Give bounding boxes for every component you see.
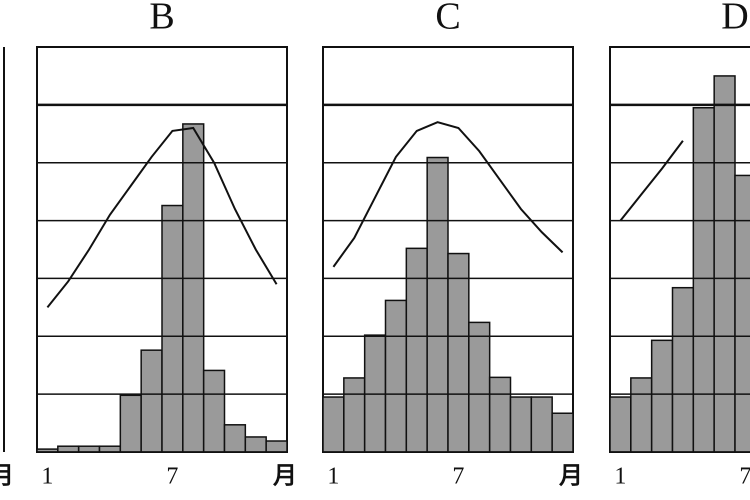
x-tick-label: 1 [614,464,626,490]
precip-bar [57,445,80,453]
precip-bar [322,396,345,453]
precip-bar [713,75,736,453]
precip-bar [530,396,553,453]
x-tick-label: 7 [452,464,464,490]
precip-bar [609,396,632,453]
precip-bar [98,445,122,453]
precip-bar [384,299,408,453]
x-unit-label: 月 [272,464,297,490]
precip-bar [202,369,226,453]
x-tick-label: 7 [166,464,178,490]
precip-bar [488,376,512,453]
precip-bar [161,204,184,453]
precip-bar [509,396,533,453]
precip-bar [468,321,491,453]
precip-bar [182,123,205,453]
panel-title: D [721,0,748,38]
precip-bar [426,156,449,453]
precip-bar [734,174,750,453]
panel-title: C [435,0,460,38]
temperature-line [332,121,564,268]
precip-bar [140,349,163,453]
precip-bar [119,394,142,453]
precip-bar [630,377,653,453]
x-tick-label: 1 [327,464,339,490]
precip-bar [650,339,674,453]
precip-bar [77,445,101,453]
precip-bar [244,436,267,453]
precip-bar [447,252,470,453]
panel-title: B [149,0,174,38]
precip-bar [551,412,574,453]
precip-bar [692,107,715,453]
x-unit-label: 月 [558,464,583,490]
precip-bar [223,424,247,453]
precip-bar [671,286,695,453]
x-tick-label: 1 [41,464,53,490]
precip-bar [343,377,366,453]
x-tick-label: 7 [739,464,750,490]
temperature-line [619,140,684,222]
precip-bar [265,440,288,453]
temperature-line [46,126,278,308]
left-unit-label: 月 [0,464,14,490]
